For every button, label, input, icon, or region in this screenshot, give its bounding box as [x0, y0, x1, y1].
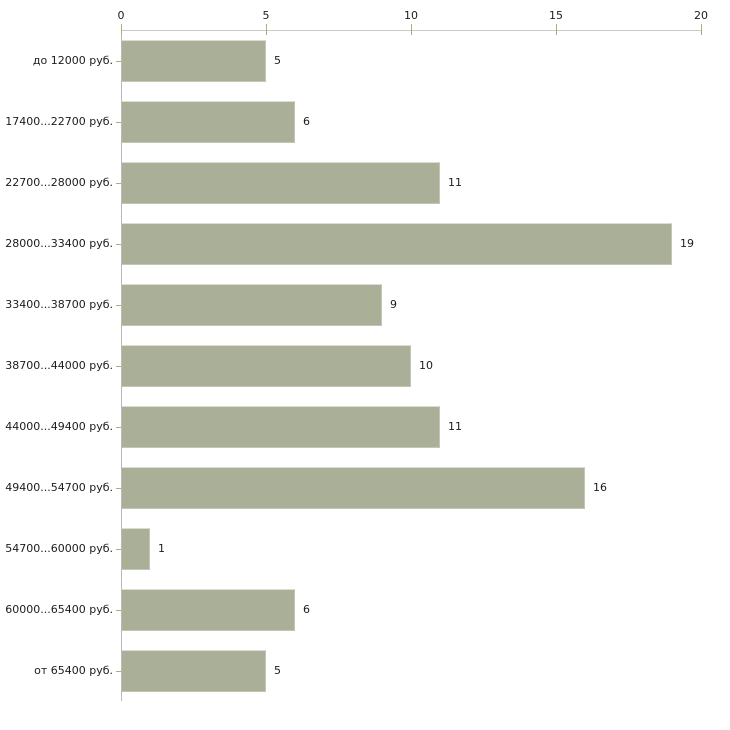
- bar-value-label: 11: [448, 176, 462, 189]
- y-axis-line: [121, 30, 122, 701]
- x-axis-tick-label: 0: [117, 9, 125, 22]
- y-axis-tick: [116, 244, 121, 245]
- bar-value-label: 11: [448, 420, 462, 433]
- bar: [122, 223, 672, 265]
- y-axis-tick: [116, 488, 121, 489]
- bar-value-label: 10: [419, 359, 433, 372]
- y-axis-tick: [116, 671, 121, 672]
- x-axis-tick-label: 20: [694, 9, 708, 22]
- bar-row: 49400...54700 руб. 16: [0, 457, 730, 518]
- bar: [122, 406, 440, 448]
- x-axis-tick: [556, 24, 557, 35]
- y-axis-tick: [116, 549, 121, 550]
- bar: [122, 650, 266, 692]
- x-axis-tick-label: 15: [549, 9, 563, 22]
- bar: [122, 589, 295, 631]
- category-label: 33400...38700 руб.: [5, 298, 113, 311]
- bar-row: до 12000 руб. 5: [0, 30, 730, 91]
- bar: [122, 284, 382, 326]
- bar-row: 60000...65400 руб. 6: [0, 579, 730, 640]
- category-label: 49400...54700 руб.: [5, 481, 113, 494]
- category-label: 28000...33400 руб.: [5, 237, 113, 250]
- bar: [122, 101, 295, 143]
- bar: [122, 162, 440, 204]
- bar-row: 33400...38700 руб. 9: [0, 274, 730, 335]
- x-axis-tick-label: 5: [262, 9, 270, 22]
- bar-value-label: 1: [158, 542, 165, 555]
- category-label: от 65400 руб.: [34, 664, 113, 677]
- bar-row: 44000...49400 руб. 11: [0, 396, 730, 457]
- y-axis-tick: [116, 61, 121, 62]
- category-label: 60000...65400 руб.: [5, 603, 113, 616]
- category-label: до 12000 руб.: [32, 54, 113, 67]
- x-axis-tick-label: 10: [404, 9, 418, 22]
- bar: [122, 345, 411, 387]
- bar: [122, 528, 150, 570]
- bar-row: 28000...33400 руб. 19: [0, 213, 730, 274]
- bar-value-label: 5: [274, 54, 281, 67]
- bar-row: 38700...44000 руб. 10: [0, 335, 730, 396]
- x-axis-tick: [701, 24, 702, 35]
- bar-value-label: 16: [593, 481, 607, 494]
- bar-value-label: 6: [303, 603, 310, 616]
- x-axis-tick: [266, 24, 267, 35]
- bar-row: 17400...22700 руб. 6: [0, 91, 730, 152]
- bar: [122, 40, 266, 82]
- bar-value-label: 9: [390, 298, 397, 311]
- bar-row: 22700...28000 руб. 11: [0, 152, 730, 213]
- y-axis-tick: [116, 427, 121, 428]
- bar-row: 54700...60000 руб. 1: [0, 518, 730, 579]
- bar-row: от 65400 руб. 5: [0, 640, 730, 701]
- category-label: 54700...60000 руб.: [5, 542, 113, 555]
- bar-value-label: 6: [303, 115, 310, 128]
- x-axis-tick: [411, 24, 412, 35]
- bar-value-label: 5: [274, 664, 281, 677]
- y-axis-tick: [116, 183, 121, 184]
- bar-value-label: 19: [680, 237, 694, 250]
- y-axis-tick: [116, 610, 121, 611]
- category-label: 22700...28000 руб.: [5, 176, 113, 189]
- y-axis-tick: [116, 122, 121, 123]
- x-axis-tick: [121, 24, 122, 35]
- y-axis-tick: [116, 305, 121, 306]
- category-label: 38700...44000 руб.: [5, 359, 113, 372]
- bar: [122, 467, 585, 509]
- category-label: 44000...49400 руб.: [5, 420, 113, 433]
- category-label: 17400...22700 руб.: [5, 115, 113, 128]
- y-axis-tick: [116, 366, 121, 367]
